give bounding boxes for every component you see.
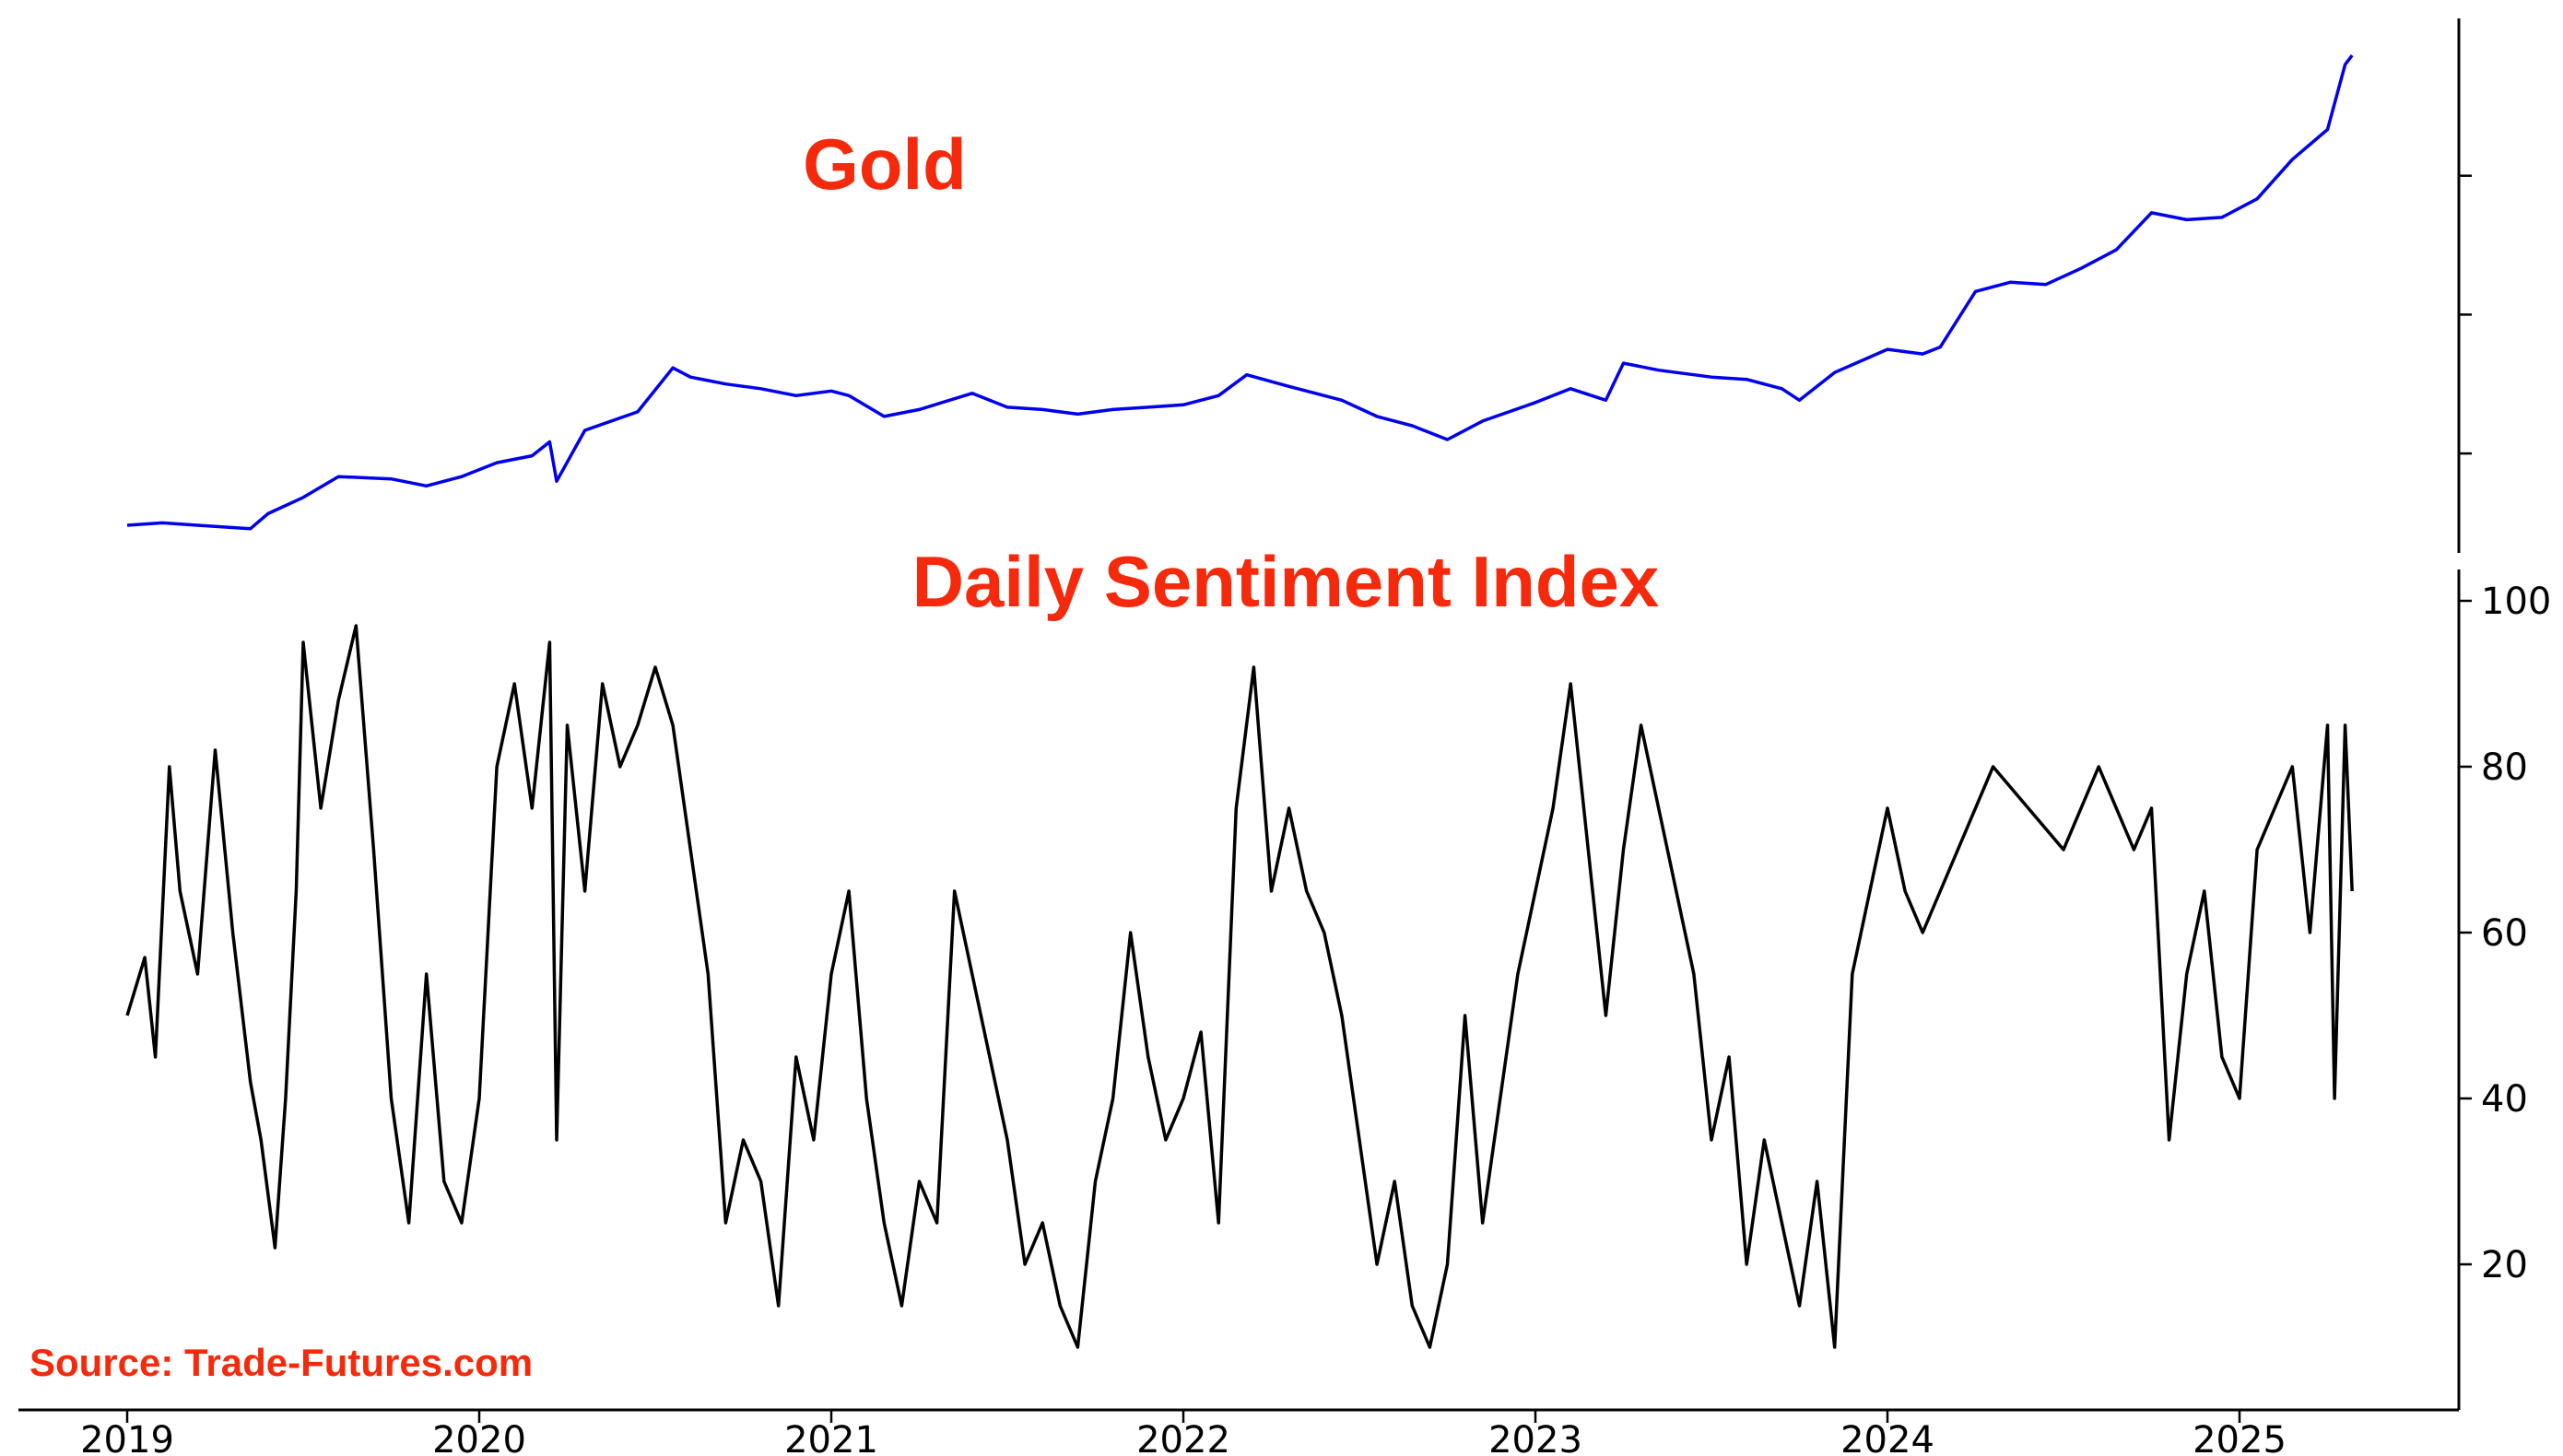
dsi-panel: 20 40 60 80 100 2019 2020 2021 2022 2023 2024 2025… [18, 541, 2551, 1456]
dsi-y-tick-label: 60 [2481, 912, 2528, 955]
x-axis-ticks: 2019 2020 2021 2022 2023 2024 2025 [80, 1410, 2287, 1456]
x-tick-label: 2023 [1488, 1419, 1582, 1456]
dsi-y-tick-label: 20 [2481, 1244, 2528, 1286]
x-tick-label: 2020 [432, 1419, 526, 1456]
gold-panel: Gold [126, 18, 2472, 553]
gold-title: Gold [803, 123, 967, 205]
x-tick-label: 2025 [2193, 1419, 2287, 1456]
gold-y-ticks [2459, 174, 2472, 455]
x-tick-label: 2022 [1136, 1419, 1230, 1456]
dsi-series-line [125, 624, 2354, 1349]
dsi-y-ticks: 20 40 60 80 100 [2459, 581, 2551, 1286]
x-tick-label: 2024 [1840, 1419, 1934, 1456]
x-tick-label: 2019 [80, 1419, 174, 1456]
dsi-title: Daily Sentiment Index [912, 541, 1660, 622]
x-tick-label: 2021 [784, 1419, 878, 1456]
dsi-y-tick-label: 100 [2481, 581, 2551, 623]
dsi-y-tick-label: 80 [2481, 746, 2528, 789]
gold-series-line [126, 54, 2354, 531]
dsi-y-tick-label: 40 [2481, 1078, 2528, 1121]
source-label: Source: Trade-Futures.com [29, 1341, 533, 1384]
